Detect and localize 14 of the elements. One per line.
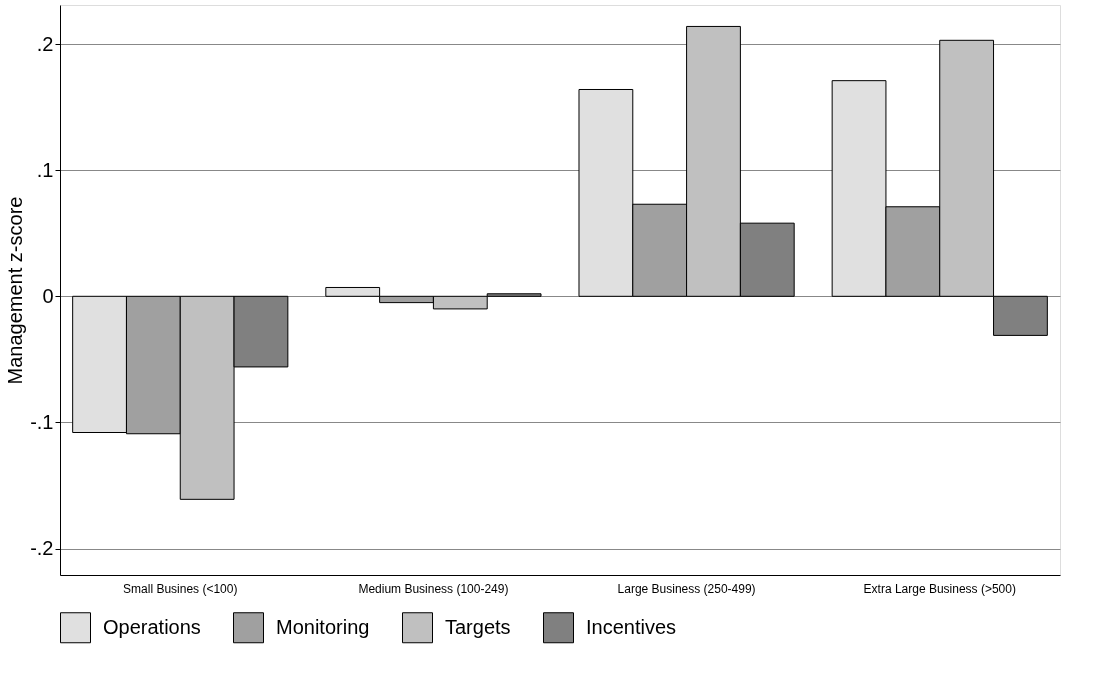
x-tick-label: Large Business (250-499) [617,581,756,596]
y-tick-label: -.1 [30,410,54,433]
y-tick-label: 0 [42,284,54,307]
y-tick-label: .1 [36,158,54,181]
legend-label: Targets [445,615,511,638]
legend-label: Incentives [586,615,677,638]
y-tick-label: .2 [36,32,54,55]
legend-label: Monitoring [276,615,370,638]
y-tick-label: -.2 [30,537,54,560]
legend-label: Operations [103,615,201,638]
x-tick-label: Small Busines (<100) [123,581,238,596]
x-tick-label: Extra Large Business (>500) [863,581,1016,596]
y-axis-title: Management z-score [4,196,27,385]
x-tick-label: Medium Business (100-249) [358,581,509,596]
